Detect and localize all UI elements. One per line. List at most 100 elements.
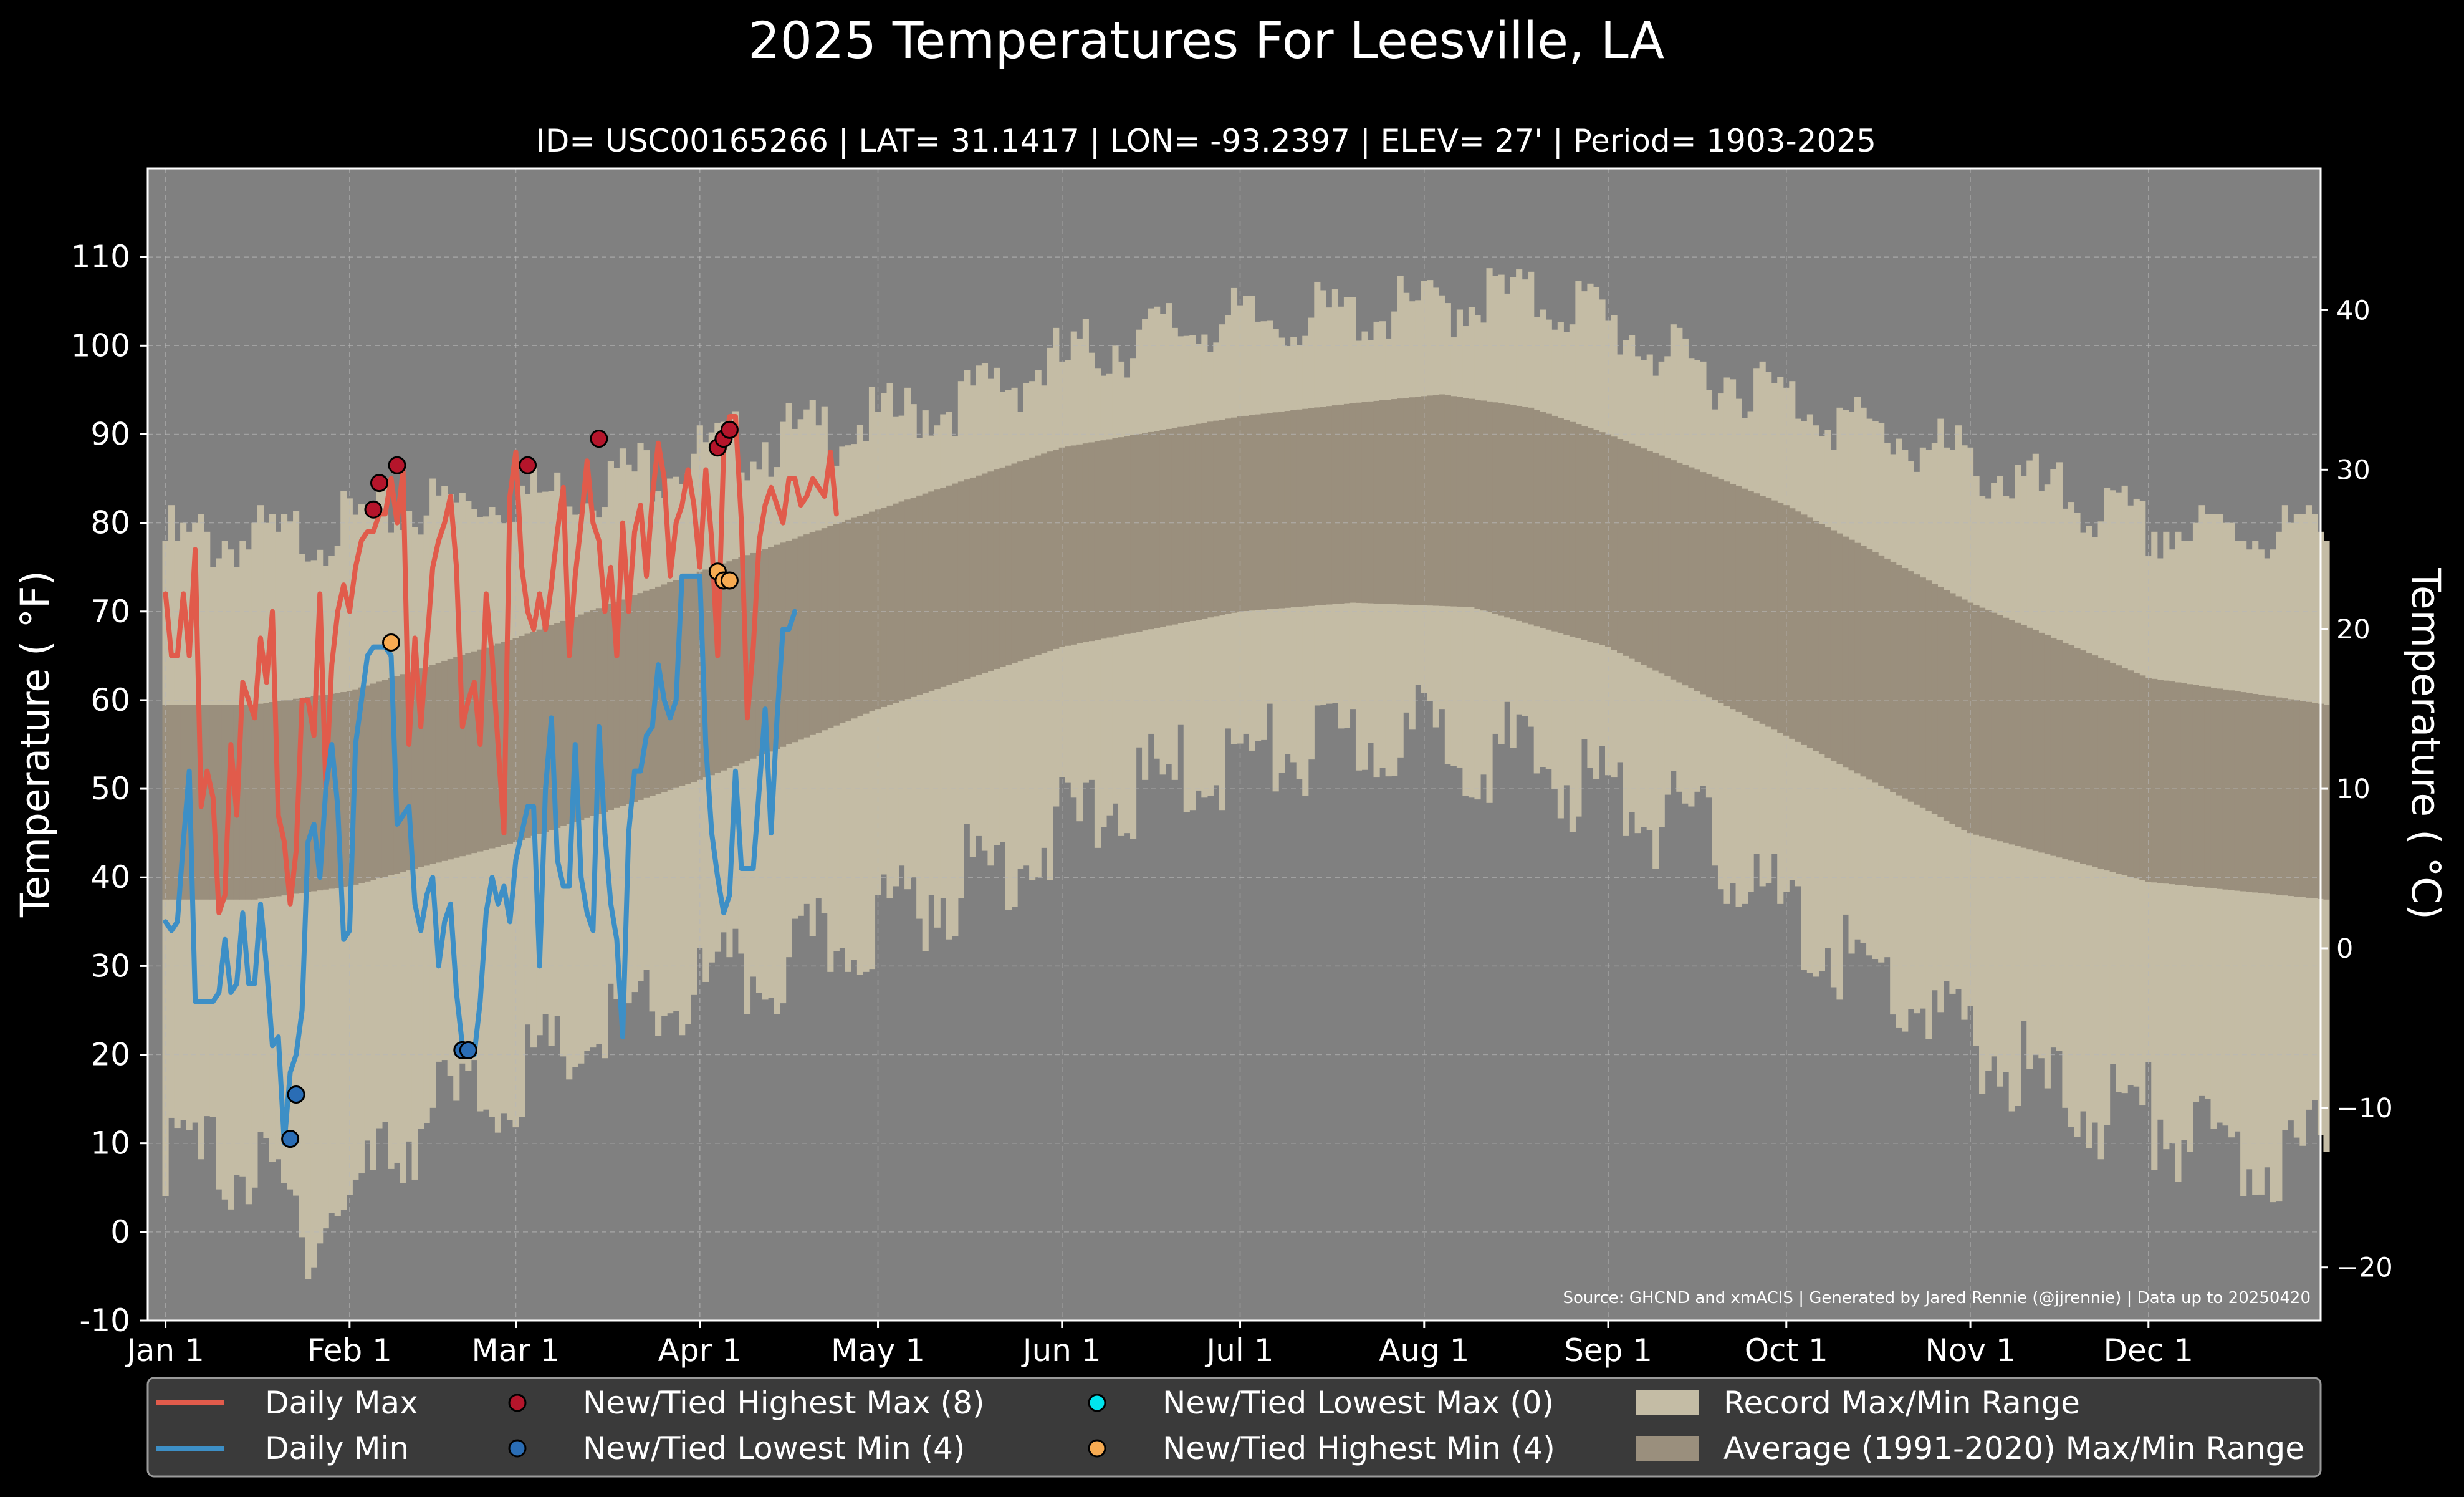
normal-range-bar	[2109, 663, 2116, 872]
record-range-bar	[952, 436, 959, 936]
normal-range-bar	[1533, 410, 1540, 627]
normal-range-bar	[1166, 428, 1172, 626]
normal-range-bar	[1189, 425, 1196, 621]
normal-range-bar	[1723, 481, 1730, 706]
normal-range-bar	[1029, 457, 1036, 657]
normal-range-bar	[411, 670, 418, 869]
normal-range-bar	[1498, 403, 1505, 616]
normal-range-bar	[1629, 443, 1636, 659]
normal-range-bar	[1148, 431, 1154, 630]
normal-range-bar	[168, 705, 175, 900]
normal-range-bar	[1272, 412, 1279, 609]
normal-range-bar	[1961, 599, 1968, 830]
normal-range-bar	[803, 534, 810, 738]
normal-range-bar	[1456, 397, 1463, 607]
normal-range-bar	[2151, 678, 2158, 883]
normal-range-bar	[1260, 413, 1267, 610]
normal-range-bar	[1652, 453, 1659, 671]
normal-range-bar	[2044, 635, 2051, 855]
normal-range-bar	[1783, 505, 1790, 736]
normal-range-bar	[2104, 660, 2111, 871]
normal-range-bar	[1955, 596, 1962, 827]
normal-range-bar	[269, 702, 276, 897]
normal-range-bar	[1403, 398, 1410, 605]
normal-range-bar	[785, 541, 792, 744]
normal-range-bar	[1795, 511, 1801, 742]
normal-range-bar	[2133, 673, 2140, 879]
normal-range-bar	[1242, 415, 1250, 612]
x-tick-label: Feb 1	[307, 1332, 392, 1369]
normal-range-bar	[1041, 453, 1048, 653]
normal-range-bar	[1154, 431, 1161, 628]
normal-range-bar	[732, 559, 739, 766]
normal-range-bar	[572, 617, 578, 822]
y-right-tick-label: −10	[2336, 1093, 2393, 1124]
normal-range-bar	[1230, 417, 1238, 613]
normal-range-bar	[2252, 693, 2259, 893]
normal-range-bar	[2097, 658, 2104, 869]
normal-range-bar	[376, 681, 383, 878]
normal-range-bar	[1813, 521, 1819, 752]
normal-range-bar	[1450, 396, 1457, 607]
normal-range-bar	[1361, 402, 1368, 604]
normal-range-bar	[904, 499, 911, 700]
normal-range-bar	[1717, 479, 1725, 703]
normal-range-bar	[221, 705, 228, 900]
y-tick-label: 70	[90, 594, 130, 630]
normal-range-bar	[809, 532, 816, 735]
normal-range-bar	[1949, 593, 1956, 824]
y-tick-label: 60	[90, 682, 130, 718]
normal-range-bar	[2086, 653, 2092, 866]
normal-range-bar	[2169, 681, 2175, 885]
normal-range-bar	[1136, 434, 1143, 632]
normal-range-bar	[2163, 680, 2170, 884]
normal-range-bar	[1237, 416, 1244, 612]
normal-range-bar	[2192, 685, 2200, 887]
normal-range-bar	[530, 632, 537, 836]
normal-range-bar	[239, 705, 246, 900]
normal-range-bar	[1005, 465, 1012, 665]
normal-range-bar	[922, 493, 929, 693]
normal-range-bar	[1967, 602, 1974, 834]
normal-range-bar	[459, 655, 466, 857]
normal-range-bar	[1617, 439, 1624, 653]
normal-range-bar	[192, 705, 199, 900]
normal-range-bar	[910, 498, 917, 697]
normal-range-bar	[1545, 413, 1552, 630]
normal-range-bar	[1343, 403, 1351, 604]
normal-range-bar	[774, 544, 780, 749]
normal-range-bar	[2323, 705, 2330, 900]
normal-range-bar	[2175, 682, 2182, 885]
normal-range-bar	[1604, 434, 1612, 647]
normal-range-bar	[1106, 439, 1113, 638]
y-right-tick-label: 40	[2336, 295, 2371, 326]
normal-range-bar	[388, 678, 395, 875]
normal-range-bar	[477, 649, 484, 852]
normal-range-bar	[1308, 408, 1315, 606]
normal-range-bar	[880, 508, 888, 707]
normal-range-bar	[2281, 698, 2288, 896]
normal-range-bar	[578, 614, 585, 821]
normal-range-bar	[1379, 400, 1386, 604]
normal-range-bar	[364, 685, 371, 882]
normal-range-bar	[667, 582, 674, 790]
normal-range-bar	[2198, 686, 2205, 887]
normal-range-bar	[506, 640, 514, 844]
normal-range-bar	[2020, 625, 2027, 848]
lowest-min-marker	[281, 1130, 300, 1148]
normal-range-bar	[2074, 648, 2081, 863]
normal-range-bar	[827, 526, 834, 728]
normal-range-bar	[583, 612, 590, 818]
normal-range-bar	[1902, 568, 1909, 799]
normal-range-bar	[815, 530, 822, 733]
normal-range-bar	[2008, 620, 2015, 845]
normal-range-bar	[1854, 542, 1861, 774]
y-tick-label: 50	[90, 771, 130, 807]
normal-range-bar	[1700, 472, 1707, 695]
normal-range-bar	[542, 627, 549, 832]
normal-range-bar	[317, 695, 324, 891]
y-right-tick-label: 0	[2336, 933, 2353, 965]
normal-range-bar	[1540, 412, 1546, 628]
legend-swatch-highest-min	[1088, 1439, 1106, 1458]
normal-range-bar	[1646, 450, 1653, 668]
